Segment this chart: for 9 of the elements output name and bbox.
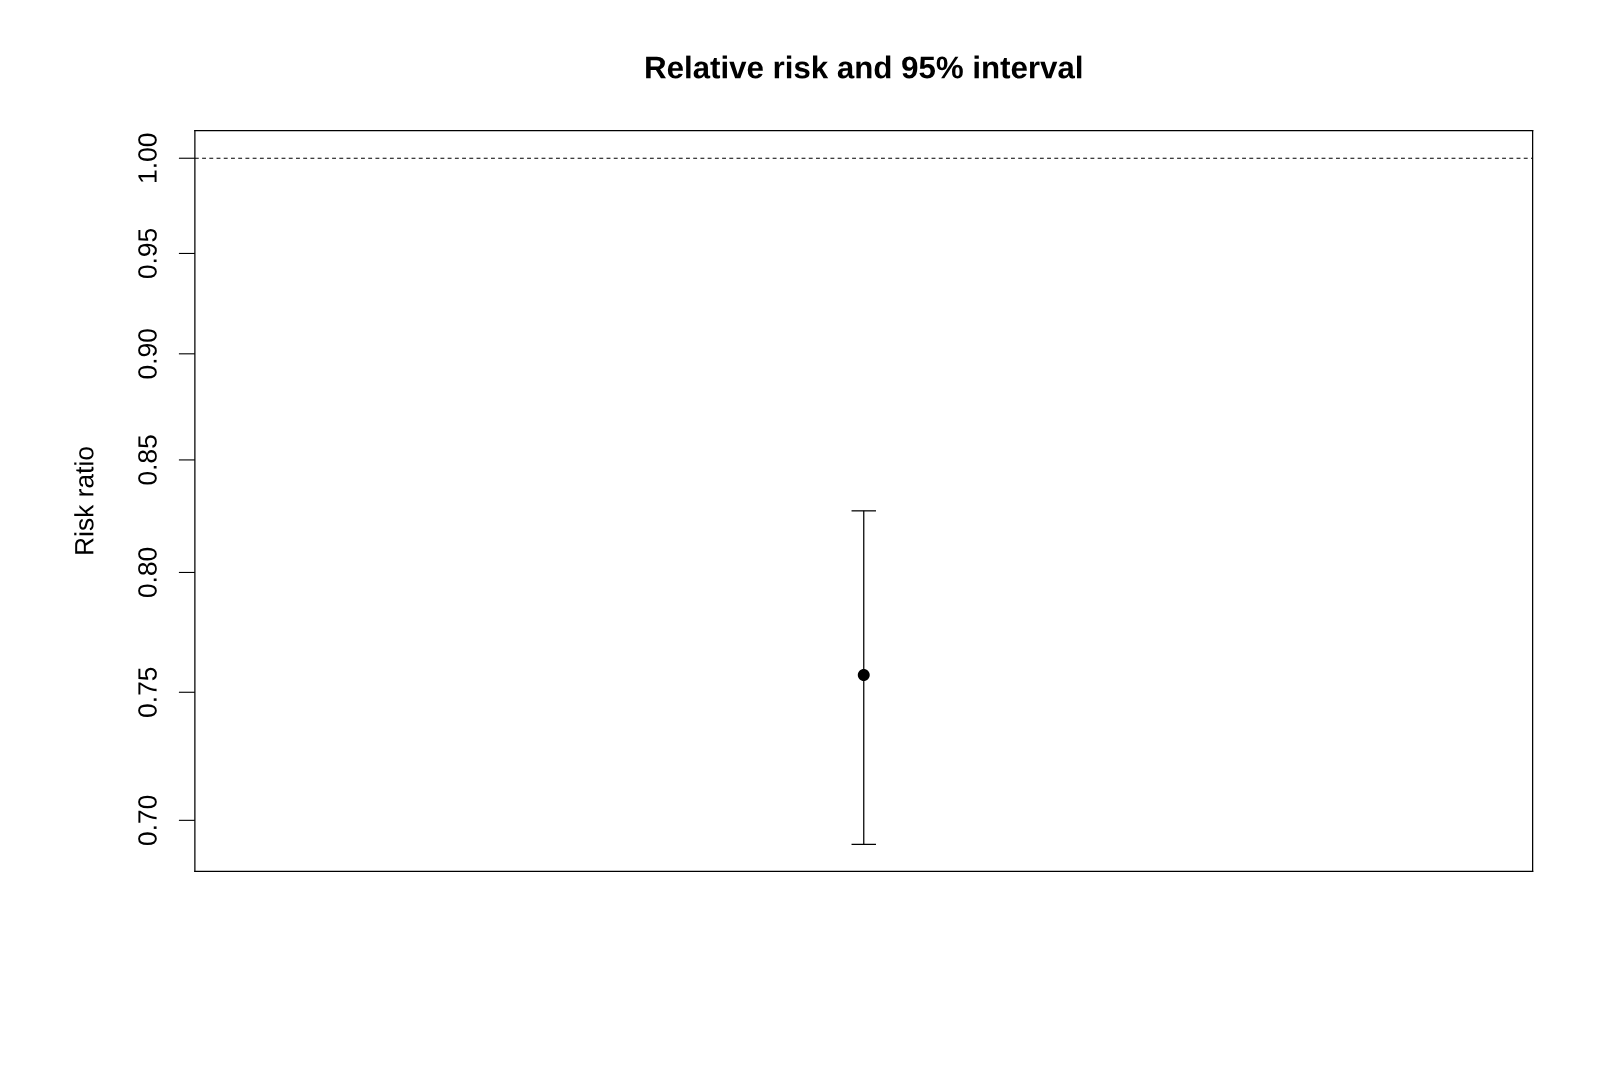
y-tick-label: 0.80 [138,547,157,598]
y-axis-title: Risk ratio [74,447,94,554]
y-tick-label: 0.85 [138,435,157,485]
y-tick-label: 0.70 [138,795,157,845]
y-tick-label: 0.75 [138,667,157,717]
y-tick-label: 0.95 [138,228,157,279]
chart-title: Relative risk and 95% interval [646,55,1082,79]
y-tick-label: 1.00 [138,133,157,182]
y-tick-label: 0.90 [138,329,157,379]
